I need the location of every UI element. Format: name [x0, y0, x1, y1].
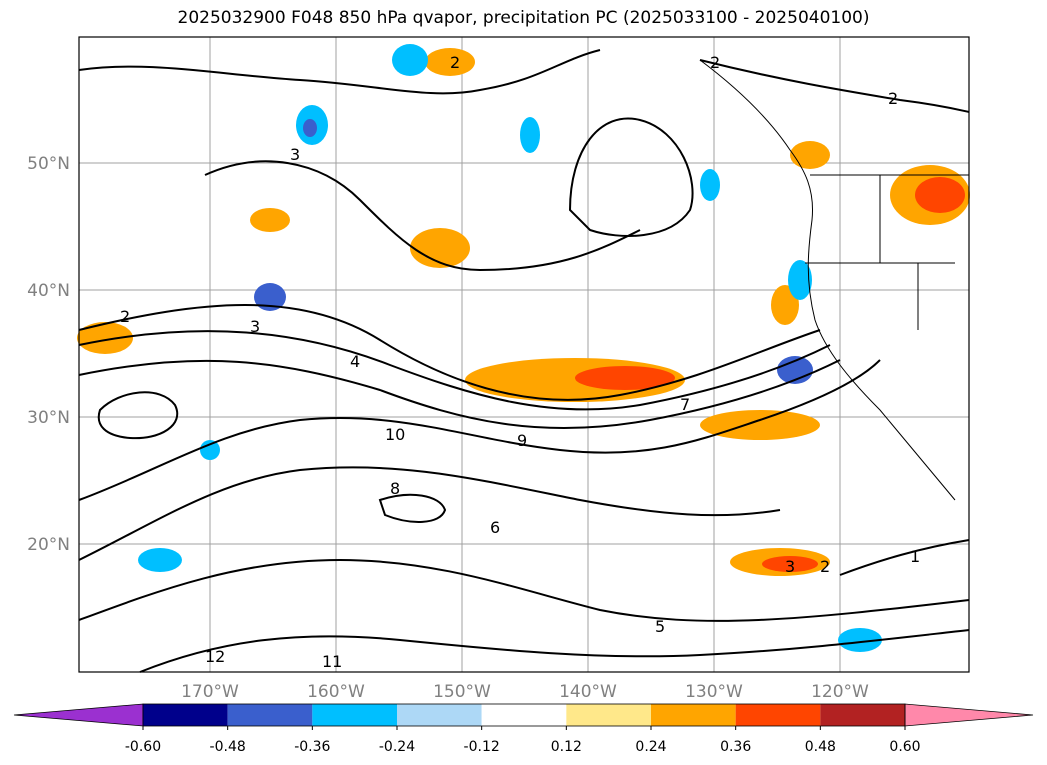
contour-label: 3 [290, 145, 300, 164]
qvapor-contours [78, 49, 970, 673]
precip-shading [77, 44, 970, 652]
colorbar-tick-label: 0.24 [635, 739, 666, 755]
colorbar-extend-min [13, 703, 144, 727]
lon-tick-label: 160°W [307, 682, 365, 702]
colorbar-segment [820, 704, 905, 726]
colorbar-segment [227, 704, 313, 726]
contour-line [78, 304, 821, 401]
lon-tick-label: 150°W [433, 682, 491, 702]
precip-area [771, 285, 799, 325]
precip-area [392, 44, 428, 76]
lon-tick-label: 120°W [811, 682, 869, 702]
contour-line [78, 49, 601, 95]
precip-area [77, 322, 133, 354]
contour-line [97, 391, 179, 440]
lat-tick-label: 30°N [27, 408, 70, 428]
contour-label: 2 [710, 53, 720, 72]
lat-tick-label: 50°N [27, 154, 70, 174]
contour-label: 1 [910, 547, 920, 566]
contour-labels: 2 3 4 7 9 10 6 8 5 11 12 1 3 2 2 3 2 2 [120, 53, 920, 671]
colorbar-tick-label: 0.12 [551, 739, 582, 755]
coastline-path [699, 59, 956, 501]
contour-line [699, 59, 970, 113]
precip-area [790, 141, 830, 169]
colorbar-segment [143, 704, 228, 726]
colorbar-segment [735, 704, 821, 726]
contour-label: 6 [490, 518, 500, 537]
contour-line [378, 493, 447, 523]
graticule [79, 37, 969, 672]
colorbar-segment [651, 704, 736, 726]
colorbar-segment [312, 704, 397, 726]
contour-label: 3 [250, 317, 260, 336]
lat-tick-label: 40°N [27, 281, 70, 301]
contour-line [204, 160, 641, 272]
contour-label: 2 [120, 307, 130, 326]
longitude-labels: 170°W 160°W 150°W 140°W 130°W 120°W [181, 682, 869, 702]
colorbar [13, 703, 1034, 727]
contour-line [78, 558, 970, 622]
colorbar-tick-label: 0.48 [805, 739, 836, 755]
contour-line [839, 539, 970, 576]
colorbar-segment [566, 704, 651, 726]
colorbar-extend-max [904, 703, 1034, 727]
colorbar-tick-label: 0.36 [720, 739, 751, 755]
colorbar-labels: -0.60 -0.48 -0.36 -0.24 -0.12 0.12 0.24 0.36 0.4… [125, 726, 921, 755]
colorbar-tick-label: 0.60 [889, 739, 920, 755]
contour-label: 10 [385, 425, 405, 444]
latitude-labels: 50°N 40°N 30°N 20°N [27, 154, 70, 555]
colorbar-segment [397, 704, 482, 726]
lat-tick-label: 20°N [27, 535, 70, 555]
chart-title: 2025032900 F048 850 hPa qvapor, precipit… [177, 8, 870, 28]
precip-area [250, 208, 290, 232]
precip-area [762, 556, 818, 572]
contour-line [78, 330, 831, 411]
precip-area [425, 48, 475, 76]
contour-label: 12 [205, 647, 225, 666]
precip-area [700, 410, 820, 440]
precip-area [700, 169, 720, 201]
coastline [699, 59, 969, 501]
contour-label: 5 [655, 617, 665, 636]
contour-label: 3 [785, 557, 795, 576]
colorbar-border [142, 703, 906, 727]
contour-label: 8 [390, 479, 400, 498]
contour-label: 7 [680, 395, 690, 414]
colorbar-tick-label: -0.12 [464, 739, 500, 755]
contour-label: 9 [517, 431, 527, 450]
lon-tick-label: 170°W [181, 682, 239, 702]
lon-tick-label: 140°W [559, 682, 617, 702]
precip-area [838, 628, 882, 652]
precip-area [575, 366, 675, 390]
contour-line [78, 359, 841, 430]
precip-area [788, 260, 812, 300]
contour-line [78, 359, 881, 501]
colorbar-tick-label: -0.60 [125, 739, 161, 755]
precip-area [303, 119, 317, 137]
contour-label: 2 [820, 557, 830, 576]
contour-label: 4 [350, 352, 360, 371]
map-border [78, 36, 970, 673]
precip-area [520, 117, 540, 153]
contour-line [568, 117, 694, 237]
contour-line [139, 629, 970, 673]
contour-label: 2 [888, 89, 898, 108]
colorbar-segment [481, 704, 567, 726]
contour-label: 11 [322, 652, 342, 671]
contour-label: 2 [450, 53, 460, 72]
colorbar-tick-label: -0.36 [294, 739, 330, 755]
lon-tick-label: 130°W [685, 682, 743, 702]
precip-area [410, 228, 470, 268]
colorbar-tick-label: -0.24 [379, 739, 415, 755]
precip-area [254, 283, 286, 311]
precip-area [915, 177, 965, 213]
precip-area [138, 548, 182, 572]
precip-area [200, 440, 220, 460]
contour-line [78, 466, 781, 561]
colorbar-tick-label: -0.48 [210, 739, 246, 755]
